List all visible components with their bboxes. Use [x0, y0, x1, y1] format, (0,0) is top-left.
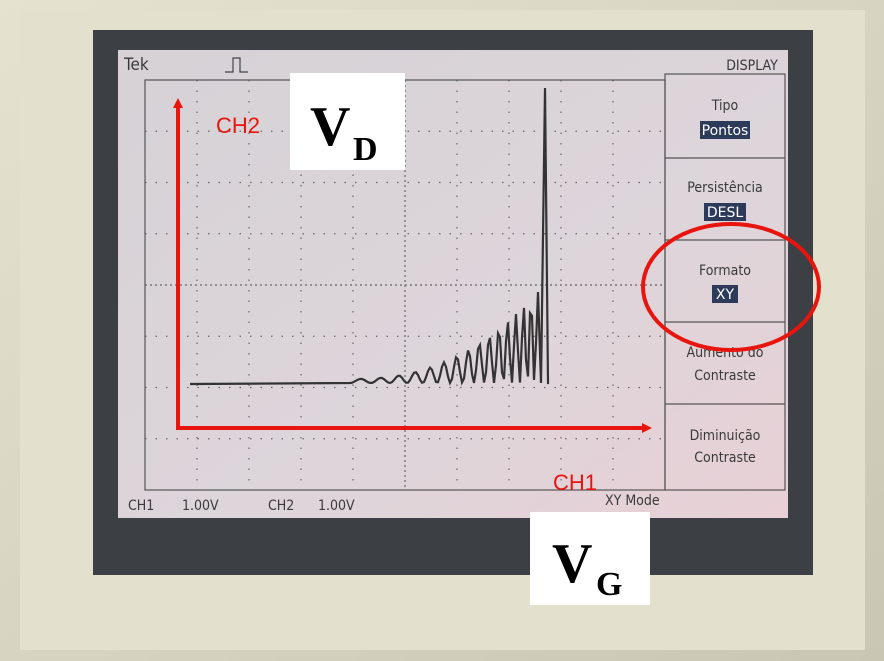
menu-label: Diminuição	[690, 428, 761, 444]
photo: Tek DISPLAY Tipo Pontos Persistência DES…	[0, 0, 884, 661]
menu-value: Pontos	[702, 123, 749, 139]
annotation: V	[552, 533, 592, 595]
menu-value: Contraste	[694, 450, 756, 466]
menu-label: Formato	[699, 263, 751, 279]
annotation: V	[310, 96, 350, 158]
brand: Tek	[123, 55, 149, 75]
menu-label: Persistência	[687, 180, 762, 196]
annotation: G	[596, 566, 622, 603]
status-text: 1.00V	[318, 498, 355, 514]
menu-value: Contraste	[694, 368, 756, 384]
menu-value: DESL	[707, 205, 744, 221]
menu-title: DISPLAY	[726, 58, 778, 74]
menu-label: Tipo	[711, 98, 739, 114]
menu-value: XY	[716, 287, 735, 303]
status-text: 1.00V	[182, 498, 219, 514]
annotation: CH2	[216, 113, 260, 138]
annotation: D	[353, 131, 378, 168]
status-text: XY Mode	[605, 493, 660, 509]
status-text: CH1	[128, 498, 154, 514]
annotation: CH1	[553, 470, 597, 495]
status-text: CH2	[268, 498, 294, 514]
